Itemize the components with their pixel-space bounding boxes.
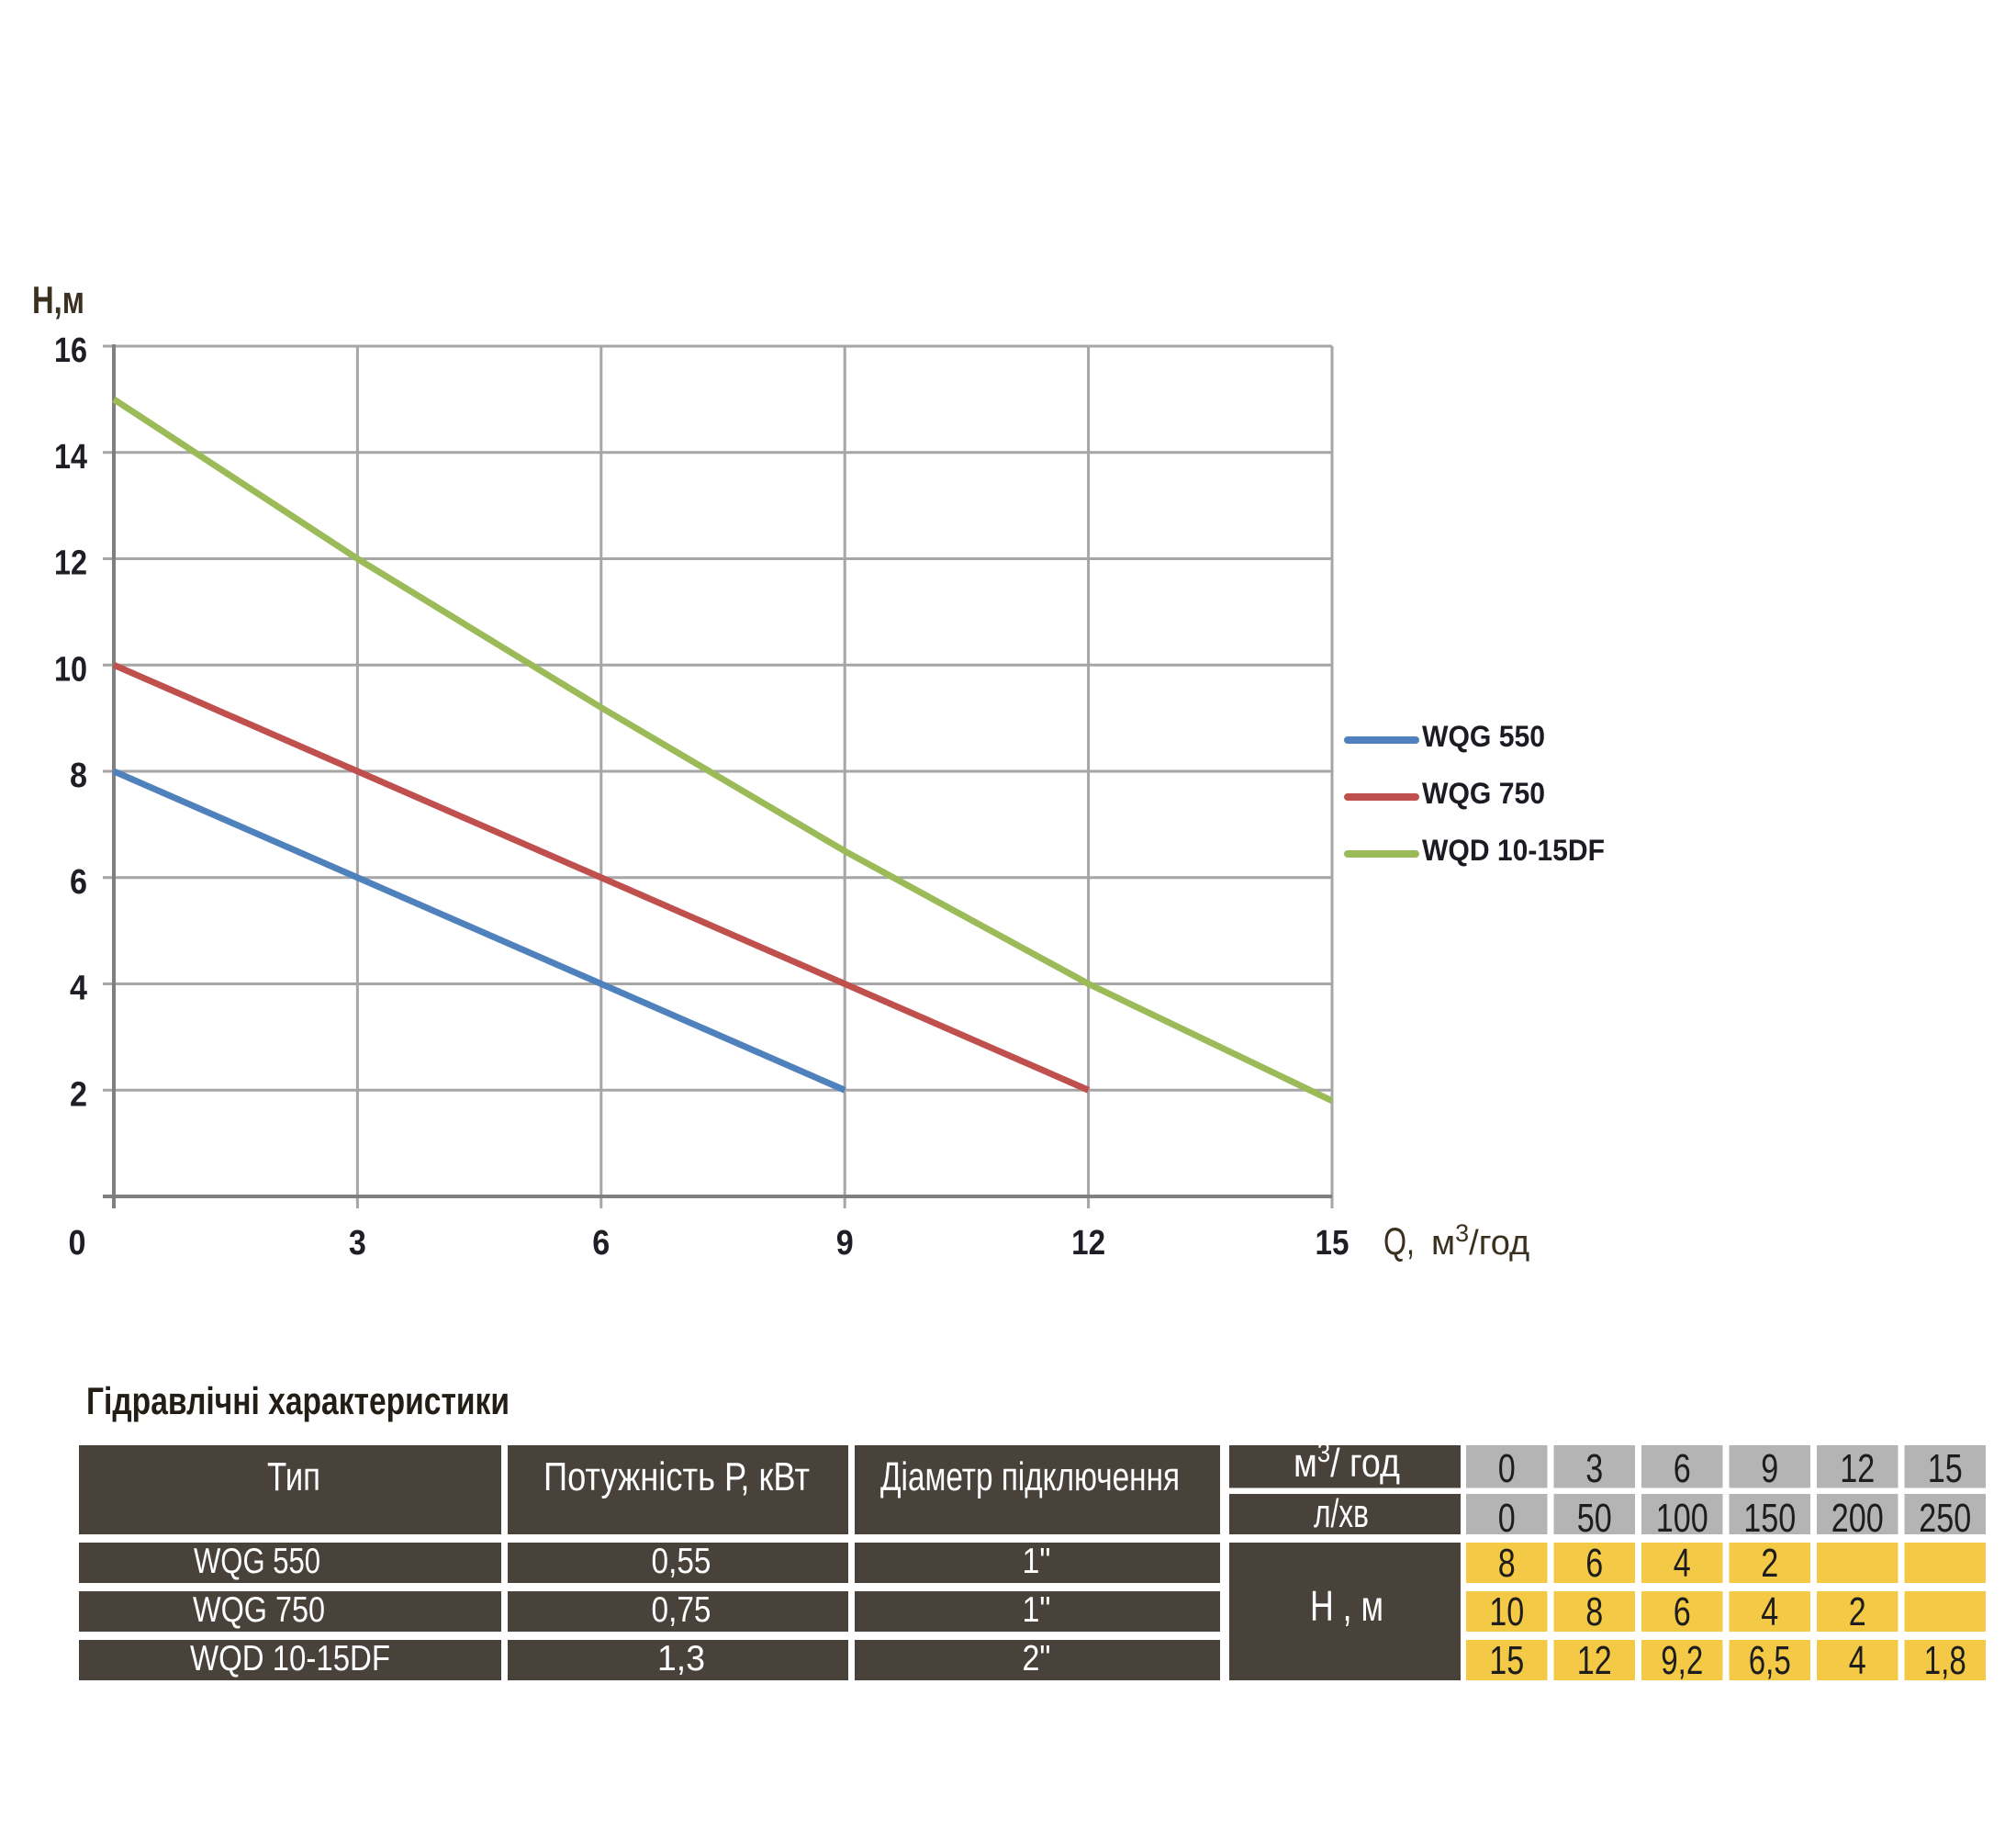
svg-text:12: 12 [1577, 1638, 1612, 1683]
svg-text:6: 6 [1585, 1541, 1603, 1586]
svg-text:Тип: Тип [267, 1454, 320, 1499]
svg-text:9: 9 [1761, 1446, 1778, 1491]
svg-text:16: 16 [54, 331, 87, 370]
svg-text:WQG 750: WQG 750 [193, 1590, 325, 1630]
svg-text:1": 1" [1023, 1542, 1051, 1581]
svg-text:50: 50 [1577, 1496, 1612, 1541]
svg-text:15: 15 [1928, 1446, 1963, 1491]
svg-text:15: 15 [1316, 1224, 1350, 1263]
svg-text:14: 14 [54, 438, 87, 477]
svg-text:2: 2 [1849, 1589, 1866, 1634]
svg-text:12: 12 [54, 544, 87, 583]
svg-text:WQD 10-15DF: WQD 10-15DF [1422, 834, 1605, 867]
svg-text:100: 100 [1656, 1496, 1708, 1541]
svg-text:150: 150 [1743, 1496, 1796, 1541]
svg-text:10: 10 [54, 650, 87, 689]
svg-text:10: 10 [1489, 1589, 1524, 1634]
svg-text:8: 8 [70, 757, 87, 795]
svg-text:6: 6 [1674, 1589, 1691, 1634]
svg-text:Q,: Q, [1383, 1219, 1415, 1263]
svg-text:4: 4 [1761, 1589, 1778, 1634]
svg-text:Гідравлічні характеристики: Гідравлічні характеристики [86, 1379, 510, 1422]
svg-text:WQG 550: WQG 550 [1422, 720, 1545, 753]
svg-text:WQG 750: WQG 750 [1422, 777, 1545, 810]
svg-text:0: 0 [1498, 1446, 1516, 1491]
svg-text:200: 200 [1831, 1496, 1884, 1541]
svg-text:1": 1" [1023, 1590, 1051, 1630]
svg-text:9,2: 9,2 [1661, 1638, 1703, 1683]
svg-text:6: 6 [70, 863, 87, 902]
svg-text:м3/ год: м3/ год [1294, 1438, 1400, 1486]
svg-text:2": 2" [1023, 1639, 1051, 1678]
svg-text:WQG 550: WQG 550 [194, 1542, 320, 1581]
svg-text:6: 6 [1674, 1446, 1691, 1491]
svg-text:WQD 10-15DF: WQD 10-15DF [190, 1639, 390, 1678]
svg-text:0,75: 0,75 [652, 1590, 711, 1630]
svg-text:12: 12 [1840, 1446, 1875, 1491]
svg-text:м3/год: м3/год [1431, 1219, 1529, 1263]
svg-text:Н,м: Н,м [32, 278, 84, 321]
svg-text:л/хв: л/хв [1314, 1491, 1369, 1536]
svg-text:Діаметр підключення: Діаметр підключення [880, 1454, 1180, 1499]
svg-text:4: 4 [70, 970, 87, 1008]
svg-text:0: 0 [69, 1224, 86, 1263]
svg-text:9: 9 [836, 1224, 854, 1263]
svg-text:Потужність Р, кВт: Потужність Р, кВт [543, 1454, 810, 1499]
svg-text:6,5: 6,5 [1749, 1638, 1791, 1683]
svg-text:3: 3 [349, 1224, 366, 1263]
svg-text:1,8: 1,8 [1924, 1638, 1966, 1683]
svg-text:8: 8 [1498, 1541, 1516, 1586]
svg-text:4: 4 [1849, 1638, 1866, 1683]
svg-text:2: 2 [1761, 1541, 1778, 1586]
svg-text:4: 4 [1674, 1541, 1691, 1586]
svg-text:0: 0 [1498, 1496, 1516, 1541]
svg-text:12: 12 [1071, 1224, 1105, 1263]
svg-text:0,55: 0,55 [652, 1542, 711, 1581]
svg-text:6: 6 [592, 1224, 610, 1263]
svg-text:250: 250 [1919, 1496, 1971, 1541]
svg-text:Н , м: Н , м [1310, 1582, 1383, 1630]
svg-text:1,3: 1,3 [657, 1639, 705, 1678]
svg-text:3: 3 [1585, 1446, 1603, 1491]
svg-text:8: 8 [1585, 1589, 1603, 1634]
svg-text:2: 2 [70, 1075, 87, 1114]
svg-text:15: 15 [1489, 1638, 1524, 1683]
